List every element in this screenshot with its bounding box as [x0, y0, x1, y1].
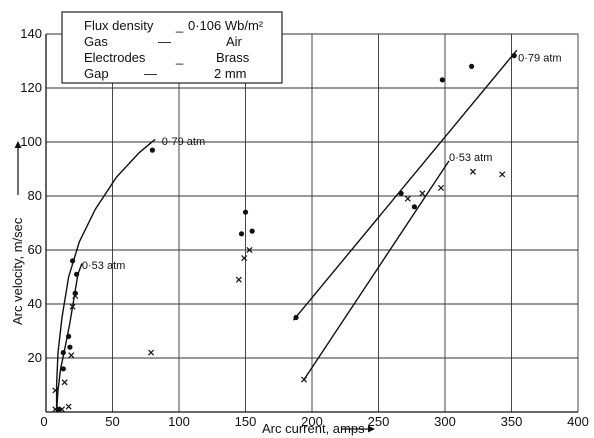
data-point-dot	[398, 190, 404, 196]
data-point-dot	[469, 63, 475, 69]
data-point-cross	[58, 406, 65, 413]
x-tick-label: 200	[301, 414, 323, 429]
axes	[45, 34, 578, 413]
data-point-dot	[60, 366, 66, 372]
legend-row-2-value: Brass	[216, 50, 250, 65]
legend-row-2-label: Electrodes	[84, 50, 146, 65]
data-point-cross	[61, 379, 68, 386]
y-tick-label: 120	[20, 80, 42, 95]
x-tick-label: 300	[434, 414, 456, 429]
y-tick-label: 80	[28, 188, 42, 203]
x-tick-label: 350	[501, 414, 523, 429]
data-point-cross	[437, 184, 445, 191]
data-point-cross	[68, 352, 75, 359]
data-point-dot	[439, 77, 445, 83]
legend-row-1-value: Air	[226, 34, 243, 49]
grid	[46, 33, 579, 412]
data-point-cross	[404, 195, 411, 202]
legend-row-0-value: 0·106 Wb/m²	[188, 18, 264, 33]
fit-curve	[55, 138, 156, 412]
y-axis-arrow	[14, 141, 22, 195]
legend-box: Flux density _ 0·106 Wb/m² Gas — Air Ele…	[61, 11, 283, 84]
fit-curve	[303, 160, 450, 380]
data-point-dot	[70, 258, 76, 264]
curve-annotation: 0·79 atm	[162, 136, 205, 148]
data-point-cross	[419, 190, 426, 197]
data-point-dot	[60, 350, 66, 356]
y-tick-label: 20	[28, 350, 42, 365]
data-point-dot	[242, 209, 249, 215]
x-tick-label: 400	[567, 414, 589, 429]
x-axis-title: Arc current, amps	[262, 421, 365, 436]
y-tick-label: 100	[20, 134, 42, 149]
y-tick-label: 140	[20, 26, 42, 41]
y-tick-label: 60	[28, 242, 42, 257]
data-point-dot	[511, 53, 517, 59]
data-point-cross	[246, 246, 253, 254]
y-tick-label: 40	[28, 296, 42, 311]
data-point-dot	[67, 344, 73, 350]
data-point-cross	[52, 406, 59, 413]
legend-row-2-sep: _	[175, 50, 184, 65]
curve-annotation: 0·79 atm	[518, 52, 561, 64]
data-point-dot	[411, 204, 418, 210]
x-tick-label: 250	[368, 414, 390, 429]
legend-row-3-sep: —	[144, 66, 157, 81]
x-tick-label: 50	[105, 414, 119, 429]
data-point-cross	[148, 349, 155, 356]
x-tick-label: 0	[40, 414, 47, 429]
data-point-cross	[72, 292, 79, 299]
data-point-cross	[499, 171, 506, 178]
data-point-dot	[238, 231, 245, 237]
data-point-dot	[73, 271, 80, 277]
annotations: 0·79 atm 0·53 atm 0·79 atm 0·53 atm	[82, 52, 562, 272]
tick-labels: 0 50 100 150 200 250 300 350 400 20 40 60 80 100 120 14…	[20, 26, 589, 429]
data-point-dot	[293, 314, 299, 321]
legend-row-3-value: 2 mm	[214, 66, 247, 81]
legend-row-0-label: Flux density	[84, 18, 154, 33]
data-points	[52, 53, 517, 413]
x-tick-label: 150	[235, 414, 257, 429]
legend-row-0-sep: _	[175, 18, 184, 33]
data-point-cross	[235, 276, 242, 283]
legend-row-3-label: Gap	[84, 66, 109, 81]
data-point-cross	[65, 403, 72, 410]
data-point-cross	[300, 376, 308, 383]
data-point-cross	[69, 303, 76, 310]
data-point-dot	[249, 228, 255, 234]
data-point-cross	[241, 255, 248, 262]
data-point-cross	[469, 168, 476, 175]
legend-row-1-sep: —	[158, 34, 171, 49]
fit-curve	[292, 49, 518, 321]
data-point-dot	[72, 290, 78, 296]
data-point-cross	[52, 387, 59, 394]
x-axis-arrow	[342, 425, 375, 433]
x-tick-label: 100	[168, 414, 190, 429]
curve-annotation: 0·53 atm	[449, 152, 492, 164]
legend-frame	[61, 11, 283, 84]
y-axis-title: Arc velocity, m/sec	[10, 217, 25, 325]
curve-annotation: 0·53 atm	[82, 260, 125, 272]
data-point-dot	[149, 147, 155, 153]
legend-row-1-label: Gas	[84, 34, 108, 49]
data-point-dot	[66, 333, 72, 339]
